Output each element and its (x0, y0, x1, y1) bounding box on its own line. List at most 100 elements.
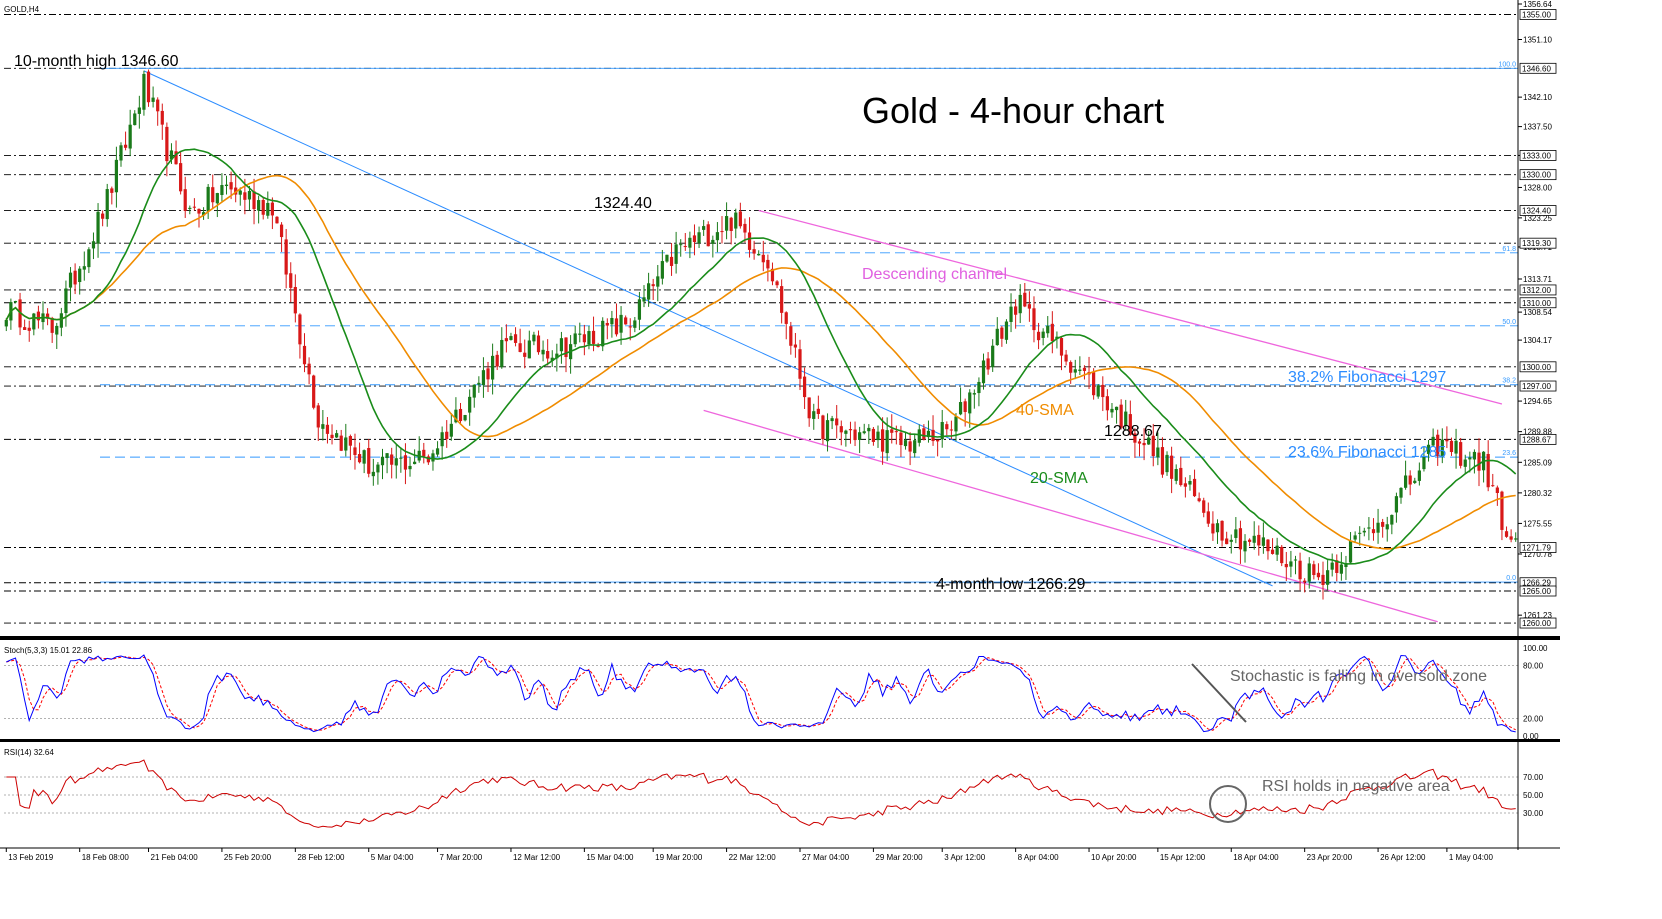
candle-body (1050, 323, 1054, 342)
rsi-title: RSI(14) 32.64 (4, 748, 54, 757)
annotation-1324: 1324.40 (594, 195, 652, 212)
axis-layer: 1356.64 1351.10 1342.10 1337.50 1333.00 1328.… (0, 0, 1560, 862)
y-tick-label: 1280.32 (1523, 489, 1552, 498)
candle-body (775, 281, 779, 286)
candle-body (146, 71, 151, 103)
candle-body (697, 232, 701, 244)
price-tag-label: 1319.30 (1522, 239, 1551, 248)
fibonacci-label: 61.8 (1502, 246, 1516, 253)
candle-body (1454, 440, 1458, 454)
candle-body (229, 182, 233, 190)
candle-body (702, 226, 706, 230)
candle-body (165, 126, 169, 162)
candle-body (73, 270, 77, 285)
candle-body (481, 370, 486, 386)
candle-body (1426, 444, 1431, 454)
candle-body (1248, 539, 1252, 542)
candle-body (188, 207, 192, 209)
candle-body (665, 254, 669, 262)
channel-lower-line (703, 409, 1438, 623)
candle-body (1211, 523, 1215, 534)
candle-body (858, 432, 862, 440)
x-tick-label: 21 Feb 04:00 (151, 853, 199, 862)
candle-body (266, 202, 270, 216)
candle-body (1215, 523, 1220, 533)
x-tick-label: 12 Mar 12:00 (513, 853, 561, 862)
y-tick-label: 1351.10 (1523, 35, 1552, 44)
candle-body (133, 113, 137, 126)
candle-body (1422, 455, 1426, 470)
candle-body (646, 283, 651, 300)
candle-body (848, 429, 853, 431)
channel-upper-line (758, 209, 1503, 405)
candle-body (1417, 470, 1421, 481)
candle-body (105, 189, 109, 220)
candle-body (669, 256, 674, 266)
candle-body (1312, 564, 1316, 576)
rsi-panel: 70.00 50.00 30.00 RSI(14) 32.64 RSI holds in… (4, 748, 1544, 828)
candle-body (4, 320, 8, 327)
candle-body (587, 331, 591, 345)
candle-body (206, 186, 210, 212)
candle-body (1261, 537, 1265, 546)
candle-body (468, 396, 472, 413)
candle-body (780, 286, 784, 313)
annotation-fib-236: 23.6% Fibonacci 1285 (1288, 444, 1446, 461)
candle-body (614, 318, 619, 335)
candle-body (142, 73, 146, 110)
price-tag-label: 1333.00 (1522, 151, 1551, 160)
candle-body (1413, 480, 1417, 483)
candle-body (445, 431, 449, 440)
candle-body (87, 249, 91, 268)
candle-body (954, 416, 958, 432)
candle-body (1220, 520, 1224, 541)
candle-body (1468, 457, 1472, 460)
candle-body (1353, 535, 1357, 540)
candle-body (1440, 439, 1444, 457)
candle-body (50, 317, 54, 333)
candle-body (1036, 331, 1041, 341)
candle-body (183, 189, 187, 211)
candle-body (1004, 321, 1009, 340)
candle-body (78, 268, 82, 283)
candle-body (793, 344, 798, 348)
candle-body (344, 437, 348, 451)
candle-body (1504, 531, 1509, 537)
candle-body (1376, 522, 1380, 533)
candle-body (426, 456, 430, 463)
candle-body (123, 144, 128, 148)
x-tick-label: 23 Apr 20:00 (1307, 853, 1353, 862)
candle-body (1307, 563, 1311, 582)
candle-body (509, 336, 513, 340)
candle-body (371, 471, 375, 477)
y-tick-label: 1304.17 (1523, 336, 1552, 345)
candle-body (32, 313, 36, 330)
candle-body (715, 232, 720, 241)
price-tag-label: 1266.29 (1522, 579, 1551, 588)
candle-body (1325, 570, 1330, 585)
candle-body (605, 322, 609, 326)
candle-body (1390, 514, 1394, 525)
candle-body (422, 449, 426, 457)
candle-body (325, 424, 330, 434)
price-tag-label: 1330.00 (1522, 171, 1551, 180)
candle-body (1491, 485, 1495, 487)
price-tag-label: 1355.00 (1522, 11, 1551, 20)
price-tag-label: 1288.67 (1522, 435, 1551, 444)
candle-body (335, 433, 339, 438)
stoch-main-line (6, 654, 1516, 733)
candle-body (1344, 563, 1348, 568)
candle-body (981, 360, 986, 384)
candle-body (972, 393, 976, 395)
stoch-tick-label: 0.00 (1523, 732, 1539, 741)
candle-body (68, 272, 73, 288)
candle-body (679, 244, 683, 246)
candle-body (724, 216, 729, 231)
price-tag-box (1519, 62, 1557, 74)
candle-body (390, 454, 394, 465)
candle-body (1284, 563, 1288, 568)
candle-body (500, 339, 504, 368)
fibonacci-label: 38.2 (1502, 378, 1516, 385)
candle-body (770, 268, 775, 282)
x-tick-label: 26 Apr 12:00 (1380, 853, 1426, 862)
